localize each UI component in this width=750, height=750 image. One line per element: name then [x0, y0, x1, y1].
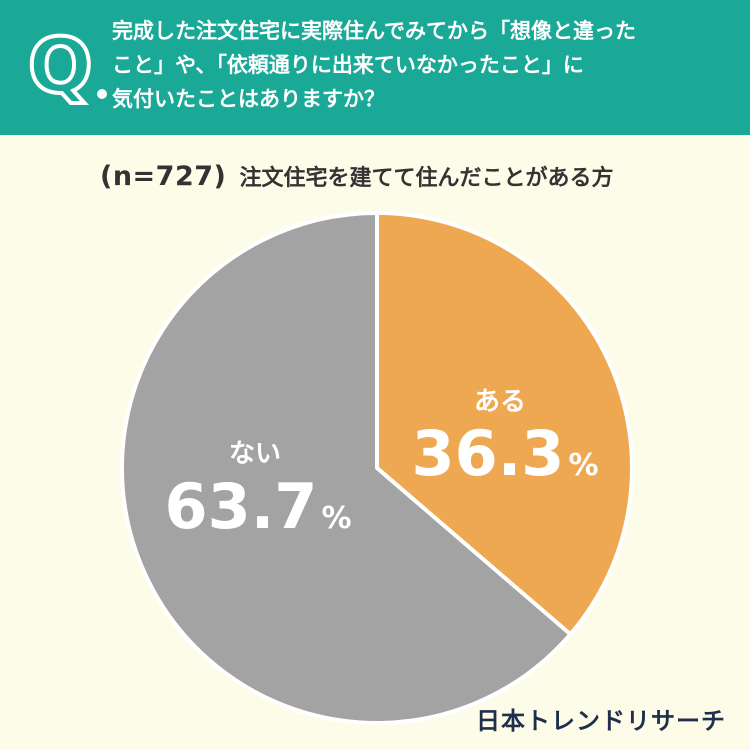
q-mark-icon: Q	[26, 19, 107, 112]
brand-logo: 日本トレンドリサーチ	[476, 707, 726, 735]
pie-slice-aru	[375, 211, 634, 637]
slice-label-nai: ない	[229, 439, 281, 469]
pie-slice-nai	[120, 211, 573, 725]
slice-label-aru: ある	[474, 387, 526, 417]
question-line-3: 気付いたことはありますか？	[112, 87, 385, 111]
slice-value-aru: 36.3%	[411, 417, 598, 490]
question-header: Q 完成した注文住宅に実際住んでみてから「想像と違った こと」や、「依頼通りに出…	[0, 0, 750, 135]
svg-text:Q: Q	[28, 21, 93, 110]
sample-size: (n=727)	[100, 161, 227, 192]
sample-description: 注文住宅を建てて住んだことがある方	[239, 166, 614, 191]
question-text: 完成した注文住宅に実際住んでみてから「想像と違った こと」や、「依頼通りに出来て…	[112, 14, 732, 116]
question-line-1: 完成した注文住宅に実際住んでみてから「想像と違った	[112, 19, 636, 43]
slice-value-nai: 63.7%	[164, 470, 351, 543]
question-line-2: こと」や、「依頼通りに出来ていなかったこと」に	[112, 53, 584, 77]
sample-info: (n=727) 注文住宅を建てて住んだことがある方	[100, 160, 614, 192]
